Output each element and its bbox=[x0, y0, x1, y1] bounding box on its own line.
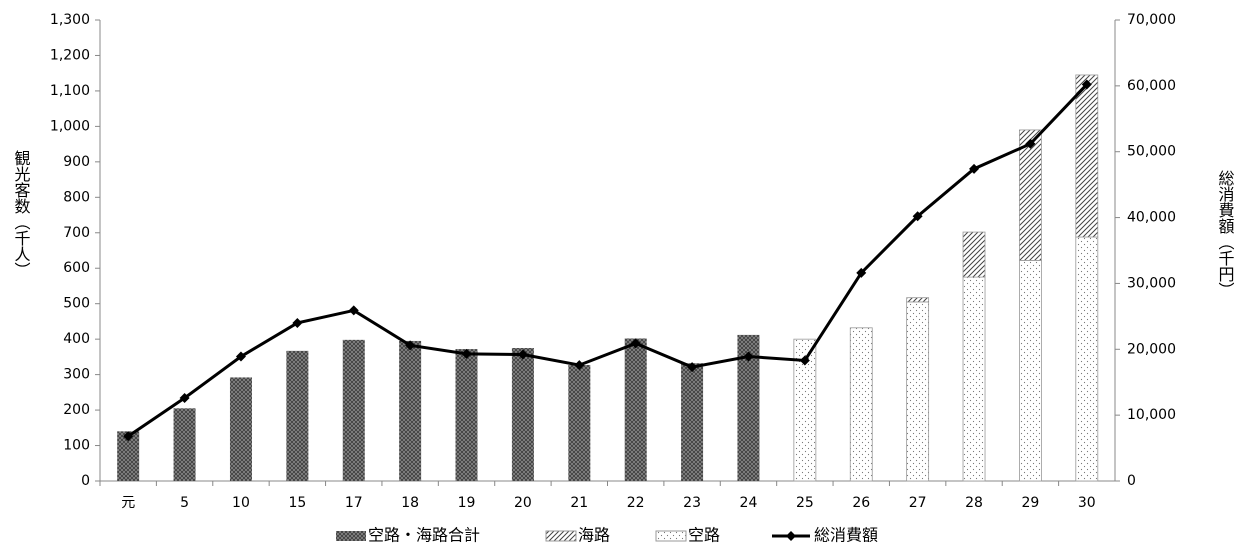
x-tick-label: 17 bbox=[345, 495, 363, 511]
x-tick-label: 元 bbox=[121, 495, 135, 511]
bar bbox=[1075, 74, 1099, 238]
bar bbox=[624, 338, 647, 481]
bar bbox=[286, 350, 309, 481]
y2-tick-label: 10,000 bbox=[1127, 407, 1176, 423]
line-marker bbox=[630, 338, 641, 349]
y2-tick-label: 70,000 bbox=[1127, 12, 1176, 28]
line bbox=[127, 83, 1088, 438]
x-tick-label: 27 bbox=[909, 495, 927, 511]
bar bbox=[455, 349, 478, 481]
y2-tick-label: 20,000 bbox=[1127, 341, 1176, 357]
y2-tick-label: 50,000 bbox=[1127, 144, 1176, 160]
y-tick-label: 800 bbox=[63, 189, 90, 205]
x-tick-label: 30 bbox=[1078, 495, 1096, 511]
bar bbox=[399, 340, 422, 481]
line-marker bbox=[461, 348, 472, 359]
bar bbox=[737, 334, 760, 481]
y2-tick-label: 30,000 bbox=[1127, 275, 1176, 291]
y2-tick-label: 60,000 bbox=[1127, 78, 1176, 94]
line-marker bbox=[179, 393, 190, 404]
y-tick-label: 1,300 bbox=[50, 12, 90, 28]
x-tick-label: 21 bbox=[570, 495, 588, 511]
y-tick-label: 500 bbox=[63, 296, 90, 312]
x-tick-label: 25 bbox=[796, 495, 814, 511]
bar bbox=[681, 363, 704, 481]
line-marker bbox=[517, 349, 528, 360]
y2-tick-label: 0 bbox=[1127, 473, 1136, 489]
x-tick-label: 24 bbox=[740, 495, 758, 511]
x-tick-label: 5 bbox=[180, 495, 189, 511]
bar bbox=[229, 377, 252, 481]
line-marker bbox=[799, 355, 810, 366]
y-axis-title: 観光客数（千人） bbox=[12, 150, 31, 278]
line-marker bbox=[687, 362, 698, 373]
x-tick-label: 22 bbox=[627, 495, 645, 511]
line-marker bbox=[574, 360, 585, 371]
y2-axis-title: 総消費額（千円） bbox=[1216, 170, 1235, 298]
bar bbox=[1019, 260, 1042, 482]
legend-swatch bbox=[655, 530, 687, 542]
line-marker bbox=[912, 211, 923, 222]
bar bbox=[568, 365, 591, 481]
line-marker bbox=[292, 317, 303, 328]
legend-label: 海路 bbox=[578, 526, 610, 545]
y-tick-label: 0 bbox=[81, 473, 90, 489]
y-tick-label: 1,000 bbox=[50, 118, 90, 134]
bar bbox=[1075, 236, 1099, 482]
line-marker bbox=[123, 431, 134, 442]
line-marker bbox=[743, 351, 754, 362]
legend-swatch bbox=[545, 530, 577, 542]
line-marker bbox=[235, 351, 246, 362]
x-tick-label: 26 bbox=[852, 495, 870, 511]
bar bbox=[962, 231, 986, 278]
x-tick-label: 28 bbox=[965, 495, 983, 511]
bar bbox=[342, 339, 365, 481]
y-tick-label: 700 bbox=[63, 225, 90, 241]
bar bbox=[173, 408, 196, 481]
y-tick-label: 900 bbox=[63, 154, 90, 170]
x-tick-label: 19 bbox=[458, 495, 476, 511]
legend-label: 空路・海路合計 bbox=[368, 526, 480, 545]
x-tick-label: 20 bbox=[514, 495, 532, 511]
x-tick-label: 10 bbox=[232, 495, 250, 511]
x-tick-label: 15 bbox=[288, 495, 306, 511]
line-marker bbox=[1025, 138, 1036, 149]
line-marker bbox=[856, 267, 867, 278]
x-tick-label: 18 bbox=[401, 495, 419, 511]
bar bbox=[906, 297, 930, 303]
y-tick-label: 200 bbox=[63, 402, 90, 418]
line-marker bbox=[348, 305, 359, 316]
y-tick-label: 1,200 bbox=[50, 47, 90, 63]
bar bbox=[906, 301, 930, 482]
y-tick-label: 600 bbox=[63, 260, 90, 276]
x-tick-label: 29 bbox=[1022, 495, 1040, 511]
line-marker bbox=[1081, 79, 1092, 90]
y-tick-label: 1,100 bbox=[50, 83, 90, 99]
bar bbox=[511, 348, 534, 481]
y-tick-label: 400 bbox=[63, 331, 90, 347]
legend-swatch bbox=[786, 531, 796, 541]
legend-label: 空路 bbox=[688, 526, 720, 545]
legend-swatch bbox=[336, 531, 366, 541]
bar bbox=[117, 431, 140, 481]
bar bbox=[962, 276, 986, 482]
legend-label: 総消費額 bbox=[814, 526, 878, 545]
x-tick-label: 23 bbox=[683, 495, 701, 511]
bar bbox=[849, 327, 873, 482]
bar bbox=[793, 338, 817, 482]
line-marker bbox=[969, 163, 980, 174]
y-tick-label: 300 bbox=[63, 367, 90, 383]
y-tick-label: 100 bbox=[63, 438, 90, 454]
bar bbox=[1019, 129, 1042, 261]
y2-tick-label: 40,000 bbox=[1127, 210, 1176, 226]
line-marker bbox=[405, 340, 416, 351]
